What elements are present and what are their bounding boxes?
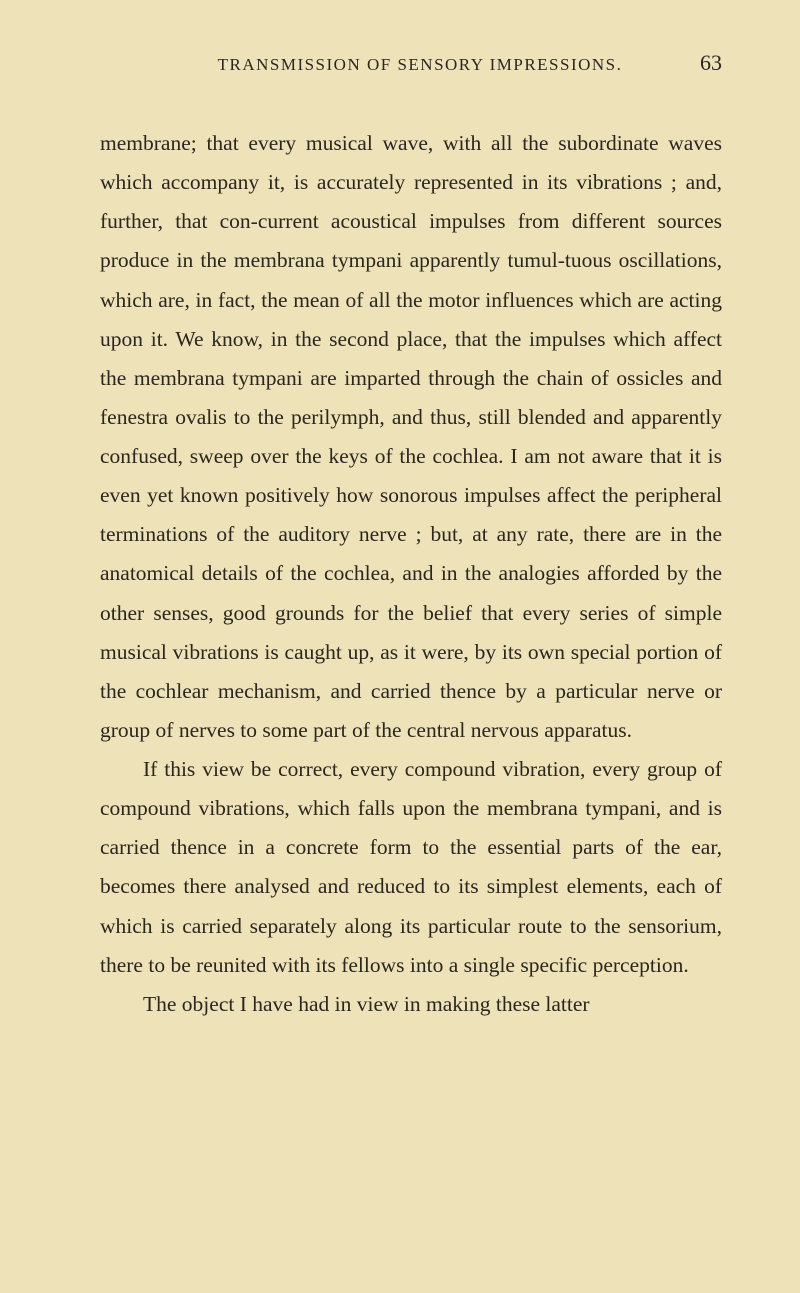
paragraph: membrane; that every musical wave, with …: [100, 124, 722, 750]
page-header: TRANSMISSION OF SENSORY IMPRESSIONS. 63: [100, 50, 722, 76]
book-page: TRANSMISSION OF SENSORY IMPRESSIONS. 63 …: [0, 0, 800, 1074]
running-head: TRANSMISSION OF SENSORY IMPRESSIONS.: [100, 55, 700, 75]
paragraph: The object I have had in view in making …: [100, 985, 722, 1024]
page-body: membrane; that every musical wave, with …: [100, 124, 722, 1024]
page-number: 63: [700, 50, 722, 76]
paragraph: If this view be correct, every compound …: [100, 750, 722, 985]
